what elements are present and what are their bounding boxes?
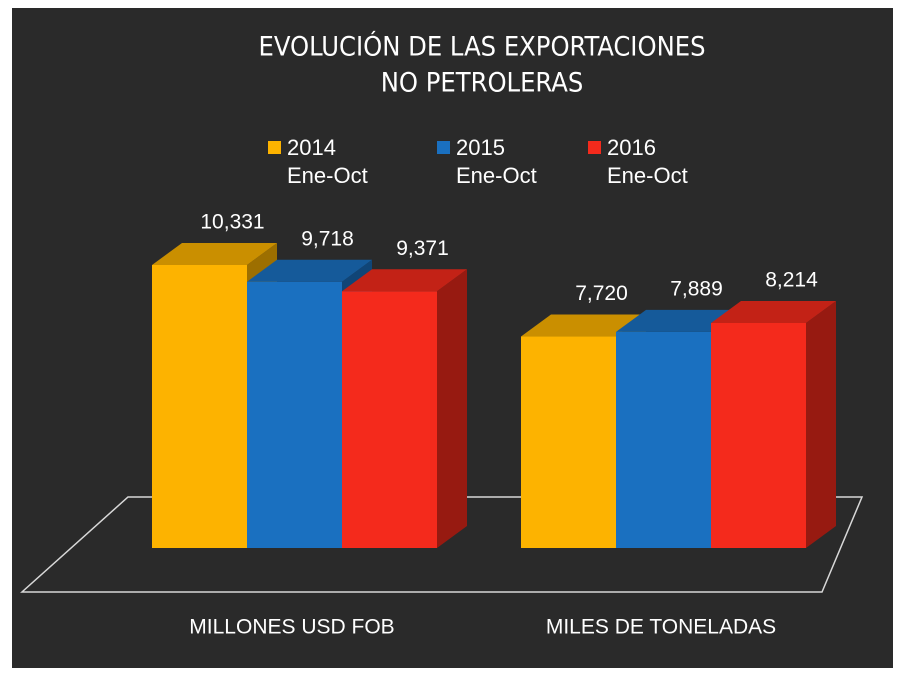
bar — [616, 331, 711, 548]
data-label: 8,214 — [765, 269, 818, 292]
data-label: 7,889 — [670, 277, 723, 300]
legend-swatch — [268, 141, 281, 154]
legend-label: 2016 Ene-Oct — [607, 135, 688, 188]
bar — [247, 281, 342, 548]
bar — [711, 322, 806, 548]
legend-label: 2015 Ene-Oct — [456, 135, 537, 188]
bar-top — [521, 314, 646, 337]
bar-top — [711, 300, 836, 323]
chart-title: EVOLUCIÓN DE LAS EXPORTACIONES — [258, 31, 705, 63]
legend-swatch — [588, 141, 601, 154]
bar-side — [437, 269, 467, 548]
bar — [342, 291, 437, 548]
bar-top — [152, 243, 277, 265]
data-label: 10,331 — [200, 211, 264, 234]
bar-top — [342, 269, 467, 292]
bar-side — [806, 300, 836, 548]
legend-swatch — [437, 141, 450, 154]
bar — [521, 336, 616, 548]
data-label: 9,371 — [396, 237, 449, 260]
x-tick-label: MILES DE TONELADAS — [546, 616, 776, 639]
chart-title: NO PETROLERAS — [381, 68, 584, 99]
bar — [152, 265, 247, 548]
legend-label: 2014 Ene-Oct — [287, 135, 368, 188]
x-tick-label: MILLONES USD FOB — [189, 616, 394, 639]
data-label: 7,720 — [575, 282, 628, 305]
bar-top — [616, 309, 741, 332]
data-label: 9,718 — [301, 227, 354, 250]
bar-top — [247, 259, 372, 282]
